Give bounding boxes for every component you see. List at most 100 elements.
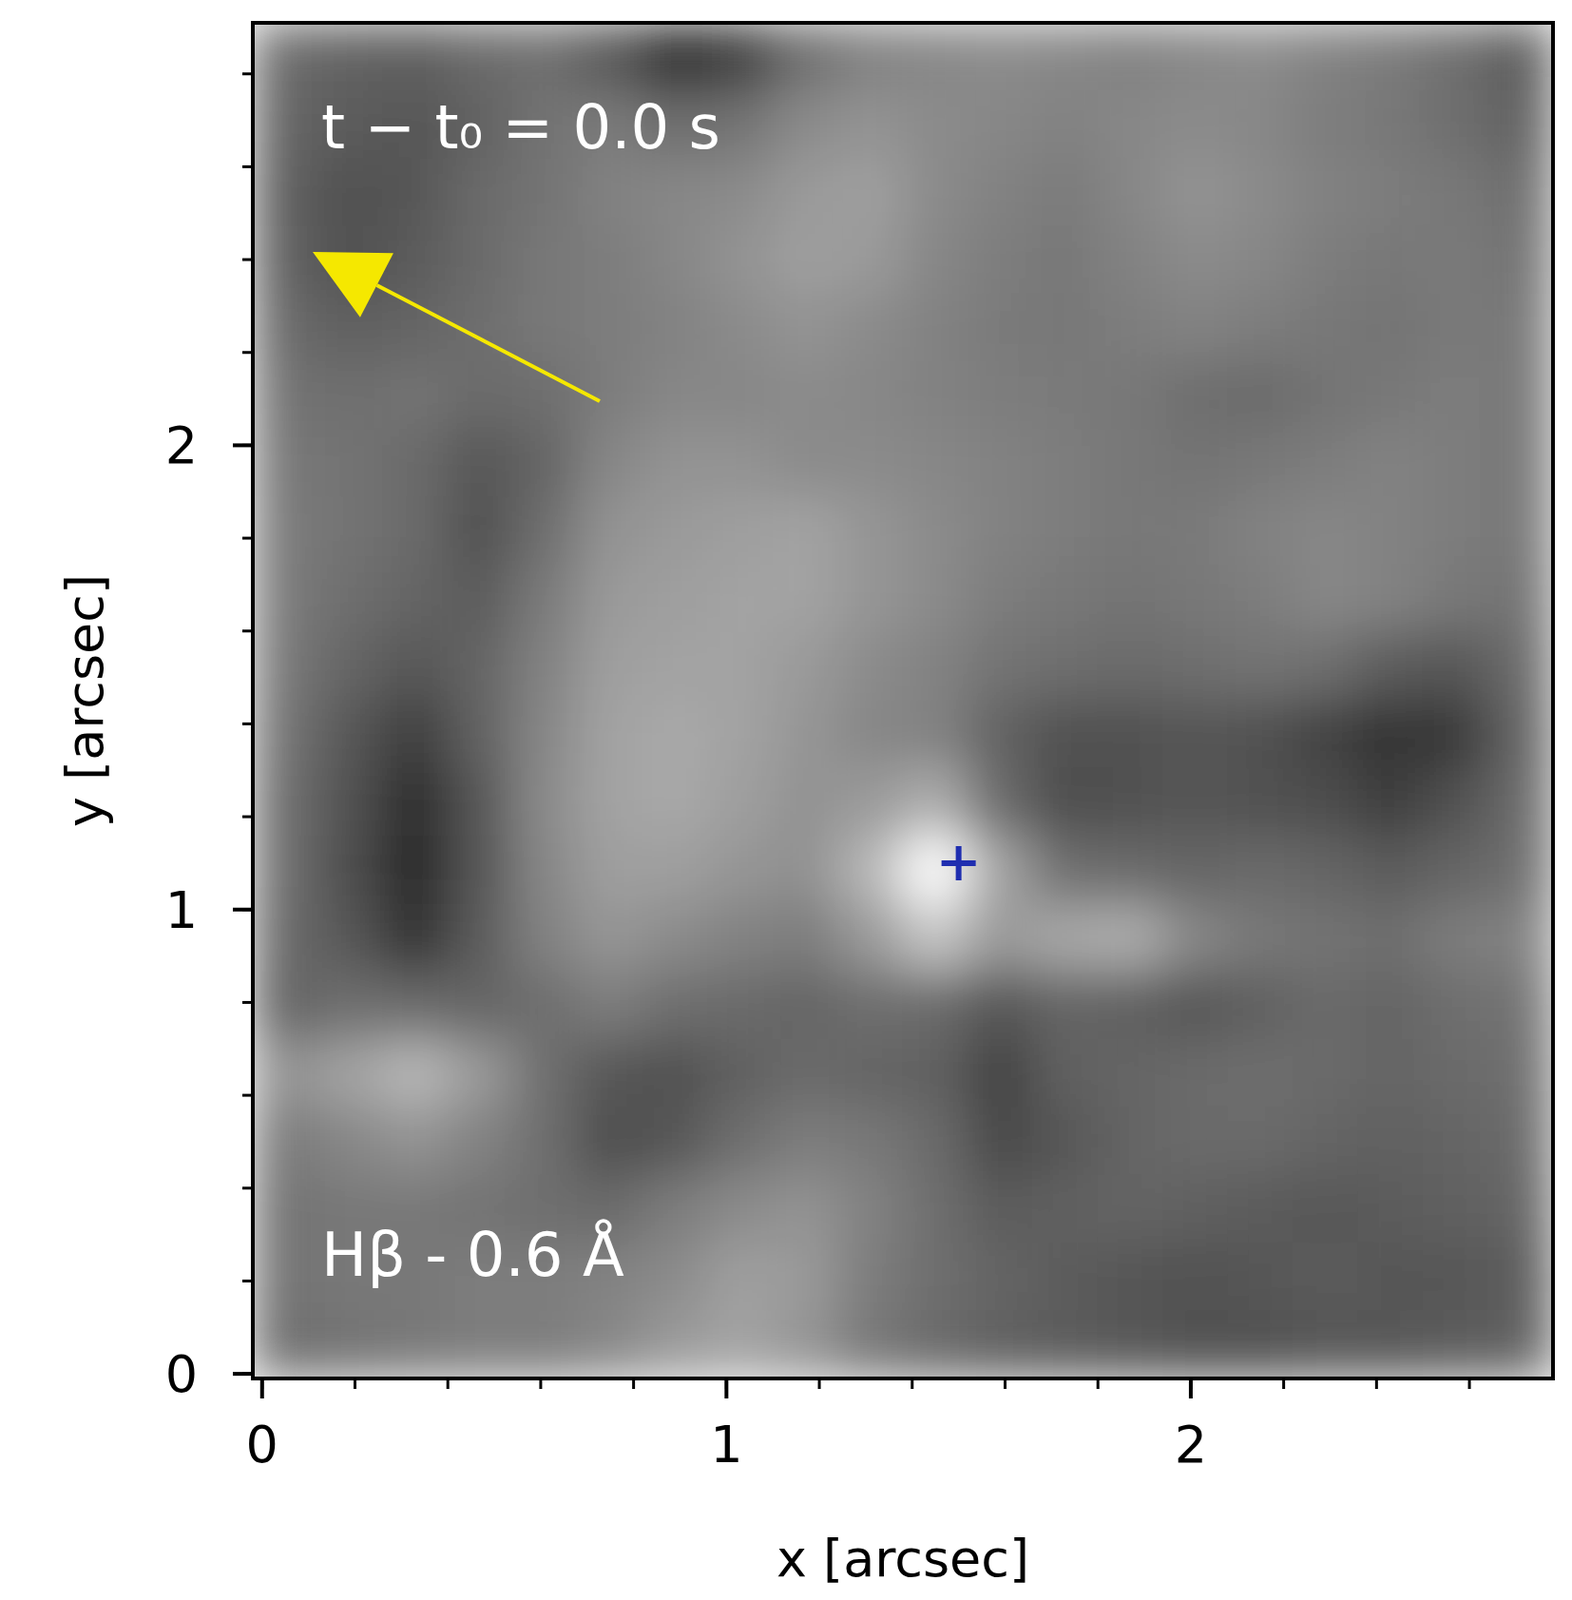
- cell: [1487, 497, 1553, 566]
- cell: [902, 971, 969, 1040]
- cell: [642, 835, 709, 904]
- cell: [1292, 1106, 1359, 1175]
- minor-tick: [353, 1378, 357, 1389]
- cell: [707, 767, 773, 837]
- cell: [1162, 22, 1228, 92]
- arrow-head: [312, 251, 394, 318]
- cell: [252, 293, 319, 363]
- cell: [1487, 293, 1553, 363]
- cell: [1487, 700, 1553, 769]
- cell: [1227, 971, 1294, 1040]
- cell: [772, 293, 839, 363]
- cell: [1357, 293, 1423, 363]
- x-tick: [724, 1378, 729, 1399]
- cell: [1357, 225, 1423, 294]
- cell: [512, 767, 578, 837]
- cell: [1292, 1309, 1359, 1379]
- minor-tick: [242, 258, 253, 262]
- cell: [1162, 293, 1228, 363]
- cell: [1097, 767, 1164, 837]
- cell: [837, 225, 903, 294]
- cell: [1292, 497, 1359, 566]
- cell: [967, 90, 1034, 159]
- cell: [902, 700, 969, 769]
- cell: [1357, 564, 1423, 633]
- cell: [1487, 971, 1553, 1040]
- cell: [902, 22, 969, 92]
- cell: [707, 971, 773, 1040]
- cell: [772, 1309, 839, 1379]
- cell: [1422, 90, 1489, 159]
- cell: [1032, 90, 1098, 159]
- annotation: t − t₀ = 0.0 s: [321, 92, 721, 163]
- cell: [317, 497, 384, 566]
- cell: [317, 1106, 384, 1175]
- cell: [382, 157, 448, 227]
- cell: [707, 1309, 773, 1379]
- cell: [837, 293, 903, 363]
- minor-tick: [1282, 1378, 1285, 1389]
- minor-tick: [1375, 1378, 1379, 1389]
- cell: [1357, 157, 1423, 227]
- cell: [1032, 1174, 1098, 1244]
- cell: [1032, 293, 1098, 363]
- cell: [967, 835, 1034, 904]
- cell: [1032, 157, 1098, 227]
- cell: [1422, 293, 1489, 363]
- minor-tick: [446, 1378, 450, 1389]
- cell: [707, 1038, 773, 1108]
- cell: [772, 767, 839, 837]
- cell: [837, 1174, 903, 1244]
- cell: [1292, 1174, 1359, 1244]
- cell: [642, 225, 709, 294]
- cell: [1487, 428, 1553, 498]
- cell: [772, 1106, 839, 1175]
- cell: [252, 632, 319, 701]
- cell: [447, 700, 514, 769]
- y-tick: [232, 442, 253, 447]
- cell: [1097, 22, 1164, 92]
- cell: [772, 902, 839, 972]
- cell: [577, 157, 644, 227]
- cell: [512, 700, 578, 769]
- cell: [707, 428, 773, 498]
- cell: [1422, 632, 1489, 701]
- cell: [967, 767, 1034, 837]
- y-axis-title: y [arcsec]: [55, 574, 116, 827]
- cell: [1097, 1174, 1164, 1244]
- cell: [1097, 902, 1164, 972]
- x-tick: [260, 1378, 265, 1399]
- cell: [1032, 564, 1098, 633]
- cell: [317, 361, 384, 430]
- cell: [317, 157, 384, 227]
- cell: [642, 1242, 709, 1311]
- cell: [1097, 700, 1164, 769]
- cell: [447, 361, 514, 430]
- minor-tick: [242, 629, 253, 633]
- cell: [447, 835, 514, 904]
- cell: [1227, 361, 1294, 430]
- cell: [512, 632, 578, 701]
- cell: [902, 1038, 969, 1108]
- cell: [382, 971, 448, 1040]
- x-tick: [1188, 1378, 1193, 1399]
- cell: [772, 361, 839, 430]
- cell: [1032, 497, 1098, 566]
- cell: [642, 1038, 709, 1108]
- cell: [1227, 1242, 1294, 1311]
- cell: [1162, 90, 1228, 159]
- frame: [252, 22, 1553, 1379]
- minor-tick: [910, 1378, 914, 1389]
- cell: [1227, 90, 1294, 159]
- cell: [1487, 22, 1553, 92]
- cell: [1162, 1038, 1228, 1108]
- cell: [967, 428, 1034, 498]
- cell: [1097, 361, 1164, 430]
- cell: [577, 293, 644, 363]
- cell: [512, 564, 578, 633]
- minor-tick: [242, 536, 253, 540]
- cell: [577, 225, 644, 294]
- cell: [382, 361, 448, 430]
- cell: [1422, 564, 1489, 633]
- minor-tick: [242, 1000, 253, 1004]
